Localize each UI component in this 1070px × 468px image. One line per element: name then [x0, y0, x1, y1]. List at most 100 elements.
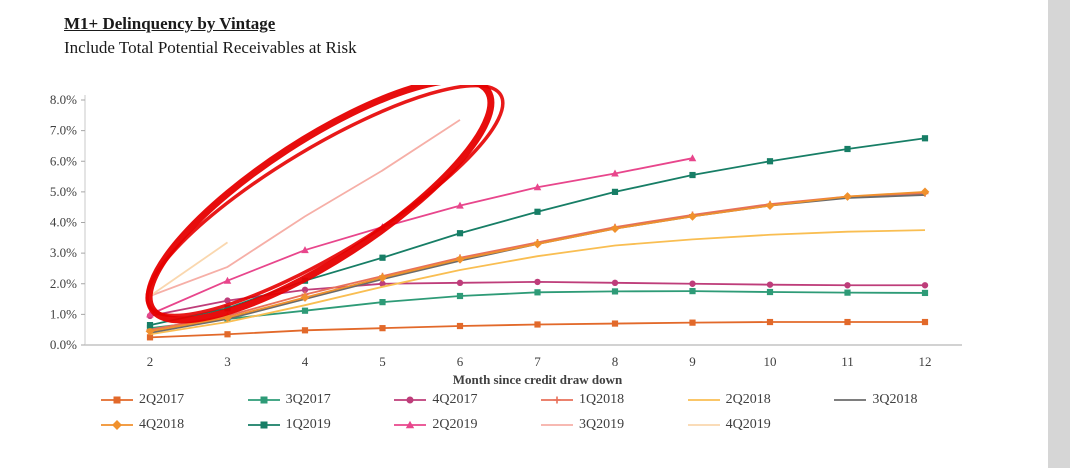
data-marker [689, 288, 696, 295]
x-tick-label: 4 [302, 354, 309, 369]
data-marker [610, 224, 620, 234]
legend-swatch [247, 421, 280, 429]
data-marker [534, 278, 541, 286]
x-tick-label: 9 [689, 354, 696, 369]
data-marker [456, 279, 464, 287]
data-marker [921, 282, 929, 289]
y-tick-label: 5.0% [50, 184, 77, 199]
data-marker [766, 288, 774, 296]
chart-subtitle: Include Total Potential Receivables at R… [64, 38, 357, 57]
x-tick-label: 3 [224, 354, 231, 369]
legend-label: 4Q2017 [432, 392, 478, 407]
data-marker [766, 158, 774, 165]
legend-item-4q2017: 4Q2017 [393, 392, 540, 408]
series-line-3q2019 [149, 119, 461, 297]
data-marker [921, 318, 929, 326]
data-marker [300, 293, 310, 302]
legend-swatch [101, 396, 133, 404]
legend-label: 1Q2018 [579, 392, 625, 407]
x-tick-label: 10 [764, 354, 777, 369]
chart-legend: 2Q2017 3Q2017 4Q2017 1Q2018 2Q2018 3Q2018 4Q20… [100, 392, 980, 433]
data-marker [689, 319, 696, 326]
y-tick-label: 4.0% [50, 215, 77, 230]
data-marker [379, 325, 386, 332]
x-tick-label: 7 [534, 354, 541, 369]
data-marker [301, 246, 309, 254]
chart-title: M1+ Delinquency by Vintage [64, 14, 276, 33]
data-marker [378, 273, 387, 283]
data-marker [223, 276, 232, 284]
y-tick-label: 3.0% [50, 245, 77, 260]
data-marker [689, 280, 696, 287]
data-marker [301, 327, 309, 334]
data-marker [534, 208, 541, 215]
legend-swatch [394, 396, 427, 404]
data-marker [765, 201, 775, 211]
data-marker [611, 188, 619, 195]
data-marker [456, 322, 464, 330]
hand-drawn-circle-annotation [145, 85, 495, 324]
x-tick-label: 11 [841, 354, 854, 369]
data-marker [456, 230, 464, 237]
data-marker [689, 171, 696, 179]
legend-swatch [541, 396, 573, 404]
legend-swatch [247, 396, 280, 404]
data-marker [379, 299, 386, 306]
legend-label: 4Q2019 [725, 417, 771, 432]
y-tick-label: 0.0% [50, 337, 77, 352]
data-marker [301, 307, 309, 314]
legend-label: 3Q2017 [285, 392, 331, 407]
data-marker [844, 318, 851, 326]
legend-item-1q2018: 1Q2018 [540, 392, 687, 408]
data-marker [688, 154, 697, 162]
data-marker [611, 169, 619, 177]
data-marker [921, 289, 929, 297]
data-marker [224, 297, 231, 304]
data-marker [456, 201, 464, 209]
x-tick-label: 12 [919, 354, 932, 369]
y-tick-label: 6.0% [50, 153, 77, 168]
series-line-2q2019 [149, 157, 693, 316]
series-line-3q2018 [149, 194, 926, 334]
data-marker [146, 334, 154, 341]
legend-item-4q2019: 4Q2019 [687, 417, 834, 433]
data-marker [379, 280, 386, 287]
y-tick-label: 2.0% [50, 276, 77, 291]
legend-swatch [541, 424, 573, 426]
x-axis-title: Month since credit draw down [453, 372, 623, 387]
data-marker [533, 183, 542, 191]
data-marker [611, 288, 619, 295]
legend-swatch [101, 420, 133, 430]
legend-label: 2Q2019 [432, 417, 478, 432]
legend-label: 4Q2018 [139, 417, 185, 432]
legend-label: 3Q2019 [579, 417, 625, 432]
data-marker [534, 321, 541, 328]
data-marker [611, 279, 619, 287]
data-marker [455, 254, 465, 264]
legend-label: 1Q2019 [285, 417, 331, 432]
legend-item-1q2019: 1Q2019 [247, 417, 394, 433]
legend-item-4q2018: 4Q2018 [100, 417, 247, 433]
legend-label: 2Q2018 [725, 392, 771, 407]
x-tick-label: 5 [379, 354, 386, 369]
hand-drawn-circle-annotation-stroke [145, 85, 505, 318]
legend-item-3q2018: 3Q2018 [833, 392, 980, 408]
data-marker [146, 310, 154, 318]
data-marker [611, 320, 619, 327]
delinquency-line-chart: 0.0% 1.0% 2.0% 3.0% 4.0% 5.0% 6.0% 7.0% 8.0% 2 3 4 5… [50, 85, 962, 387]
data-marker [921, 135, 929, 142]
data-marker [766, 281, 774, 288]
legend-label: 3Q2018 [872, 392, 918, 407]
legend-item-3q2017: 3Q2017 [247, 392, 394, 408]
x-tick-label: 6 [457, 354, 464, 369]
y-tick-label: 8.0% [50, 92, 77, 107]
data-marker [145, 326, 155, 336]
data-marker [844, 282, 851, 289]
data-marker [843, 192, 852, 201]
data-marker [766, 318, 774, 326]
data-marker [301, 286, 309, 294]
legend-item-2q2019: 2Q2019 [393, 417, 540, 433]
y-tick-label: 7.0% [50, 123, 77, 138]
data-marker [688, 211, 697, 221]
series-line-2q2018 [149, 229, 926, 336]
